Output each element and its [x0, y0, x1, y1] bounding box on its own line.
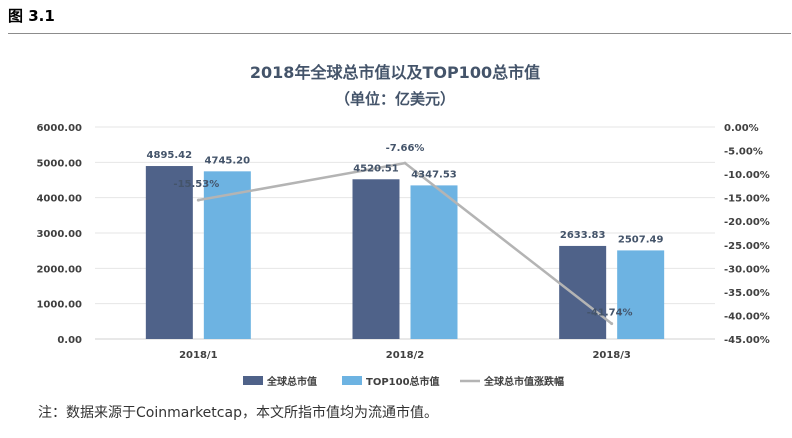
left-tick-label: 0.00: [57, 335, 82, 346]
line-value-label: -41.74%: [587, 308, 633, 319]
bar-top100-market-cap: [203, 171, 251, 339]
bar-global-market-cap: [145, 166, 193, 339]
left-tick-label: 1000.00: [36, 300, 82, 311]
bar-global-market-cap: [559, 245, 607, 339]
bar-value-label: 4347.53: [411, 169, 457, 180]
right-axis: 0.00% -5.00% -10.00% -15.00% -20.00% -25.00% -…: [724, 123, 770, 346]
line-point: [610, 322, 614, 326]
right-tick-label: -45.00%: [724, 335, 770, 346]
right-tick-label: -40.00%: [724, 311, 770, 322]
legend-label: 全球总市值涨跌幅: [483, 375, 564, 388]
bar-top100-market-cap: [410, 185, 458, 339]
figure-label: 图 3.1: [8, 7, 55, 25]
right-tick-label: -15.00%: [724, 194, 770, 205]
figure-divider: [8, 33, 791, 34]
bar-series: [145, 166, 665, 339]
legend-swatch: [342, 376, 362, 385]
right-tick-label: -35.00%: [724, 288, 770, 299]
line-value-label: -15.53%: [173, 179, 219, 190]
chart-title: 2018年全球总市值以及TOP100总市值: [250, 63, 540, 82]
legend-label: 全球总市值: [266, 375, 317, 388]
bar-global-market-cap: [352, 179, 400, 339]
left-axis: 0.00 1000.00 2000.00 3000.00 4000.00 5000.00 6…: [36, 123, 82, 346]
right-tick-label: -25.00%: [724, 241, 770, 252]
chart-subtitle: （单位：亿美元）: [335, 90, 455, 108]
x-tick-label: 2018/3: [592, 350, 630, 361]
legend-swatch: [243, 376, 263, 385]
legend: 全球总市值 TOP100总市值 全球总市值涨跌幅: [243, 375, 564, 388]
bar-value-label: 4895.42: [147, 150, 193, 161]
right-tick-label: -30.00%: [724, 264, 770, 275]
line-series: [196, 161, 614, 326]
bar-value-label: 2633.83: [560, 230, 606, 241]
right-tick-label: 0.00%: [724, 123, 759, 134]
left-tick-label: 2000.00: [36, 264, 82, 275]
left-tick-label: 4000.00: [36, 194, 82, 205]
source-note: 注：数据来源于Coinmarketcap，本文所指市值均为流通市值。: [38, 405, 438, 421]
x-tick-label: 2018/1: [179, 350, 217, 361]
legend-label: TOP100总市值: [366, 375, 440, 388]
x-tick-label: 2018/2: [386, 350, 424, 361]
line-value-label: -7.66%: [386, 143, 425, 154]
data-labels: 4895.42 4520.51 2633.83 4745.20 4347.53 2507.…: [147, 143, 664, 319]
line-point: [403, 161, 407, 165]
line-point: [196, 198, 200, 202]
bar-value-label: 2507.49: [618, 234, 664, 245]
bar-top100-market-cap: [617, 250, 665, 339]
line-global-change: [198, 161, 613, 325]
right-tick-label: -10.00%: [724, 170, 770, 181]
right-tick-label: -20.00%: [724, 217, 770, 228]
left-tick-label: 5000.00: [36, 158, 82, 169]
bar-value-label: 4745.20: [205, 155, 251, 166]
x-axis: 2018/1 2018/2 2018/3: [179, 350, 631, 361]
left-tick-label: 3000.00: [36, 229, 82, 240]
bar-value-label: 4520.51: [353, 163, 399, 174]
left-tick-label: 6000.00: [36, 123, 82, 134]
gridlines: [95, 126, 715, 340]
right-tick-label: -5.00%: [724, 147, 763, 158]
